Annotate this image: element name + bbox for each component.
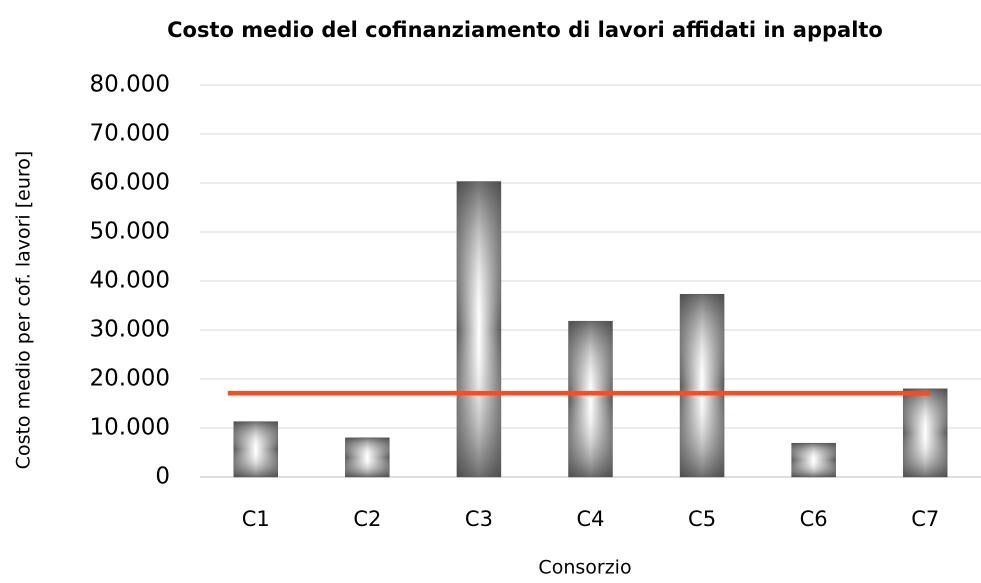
x-tick-label: C2 [353,507,381,531]
x-tick-label: C4 [576,507,604,531]
bar-shade [568,321,613,477]
y-axis-label: Costo medio per cof. lavori [euro] [13,151,35,470]
y-tick-label: 50.000 [90,219,170,245]
y-tick-label: 60.000 [90,170,170,196]
x-axis-label: Consorzio [538,557,631,579]
y-tick-label: 20.000 [90,366,170,392]
y-tick-label: 0 [155,464,170,490]
x-tick-label: C6 [800,507,828,531]
x-tick-label: C1 [242,507,270,531]
x-tick-label: C3 [465,507,493,531]
chart-title: Costo medio del cofinanziamento di lavor… [167,18,883,42]
y-tick-label: 10.000 [90,415,170,441]
bar-shade [791,443,836,477]
y-tick-label: 70.000 [90,121,170,147]
x-tick-label: C5 [688,507,716,531]
y-tick-label: 80.000 [90,72,170,98]
bar-shade [680,294,725,477]
bar-shade [903,388,948,477]
y-tick-label: 30.000 [90,317,170,343]
y-tick-label: 40.000 [90,268,170,294]
x-tick-label: C7 [911,507,939,531]
bar-shade [456,181,501,477]
bar-shade [233,421,278,477]
bar-shade [345,437,390,477]
